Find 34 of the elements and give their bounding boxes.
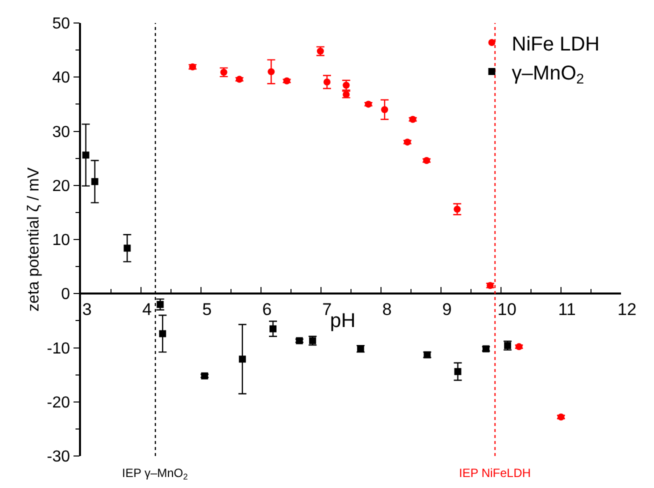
y-tick-label: 0 — [61, 286, 70, 304]
x-tick-label: 3 — [82, 300, 92, 319]
y-tick-label: 40 — [52, 70, 70, 87]
x-tick-label: 10 — [498, 300, 516, 319]
point — [268, 68, 275, 76]
y-tick-label: 50 — [52, 16, 70, 33]
ref-line-label: IEP γ–MnO$_{2}$ — [122, 466, 188, 482]
x-tick-label: 12 — [618, 300, 636, 319]
y-tick-label: 30 — [52, 124, 70, 141]
y-tick-label: -30 — [46, 448, 70, 466]
legend-label: NiFe LDH — [512, 33, 600, 56]
x-axis-title: pH — [330, 310, 356, 332]
x-tick-label: 5 — [202, 300, 212, 319]
point — [238, 356, 246, 363]
point — [124, 244, 131, 252]
y-tick-label: 10 — [52, 232, 70, 250]
y-tick-label: -20 — [46, 394, 70, 412]
point — [82, 152, 90, 159]
x-tick-label: 9 — [442, 300, 452, 319]
y-tick-label: 20 — [52, 178, 70, 195]
legend-label: γ–MnO$_{2}$ — [512, 62, 584, 86]
y-axis-title: zeta potential ζ / mV — [25, 167, 42, 312]
x-tick-label: 7 — [322, 300, 332, 319]
y-tick-label: -10 — [46, 340, 70, 358]
point — [454, 368, 462, 376]
ref-line-label: IEP NiFeLDH — [459, 466, 531, 480]
x-tick-label: 4 — [142, 300, 152, 319]
point — [91, 178, 98, 186]
point — [270, 325, 276, 332]
point — [381, 106, 388, 114]
x-tick-label: 6 — [262, 300, 272, 319]
point — [159, 330, 166, 338]
x-tick-label: 11 — [558, 300, 576, 319]
x-tick-label: 8 — [382, 300, 392, 319]
